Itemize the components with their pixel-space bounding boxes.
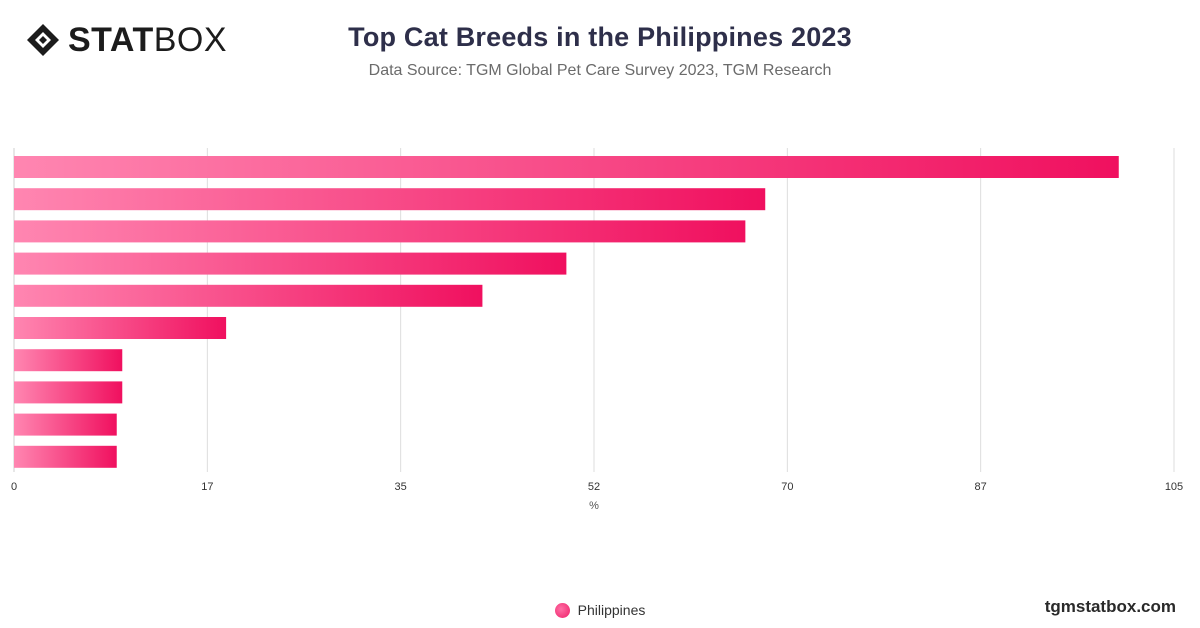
x-tick-label: 52 <box>588 481 600 493</box>
logo-text-light: BOX <box>153 21 228 59</box>
bar-philippines[interactable] <box>14 156 1119 178</box>
x-tick-label: 17 <box>201 481 213 493</box>
x-tick-label: 87 <box>975 481 987 493</box>
bar-philippines[interactable] <box>14 220 746 243</box>
x-tick-label: 70 <box>781 481 793 493</box>
legend[interactable]: Philippines <box>0 602 1200 618</box>
bar-philippines[interactable] <box>14 413 117 436</box>
x-axis-ticks: 0 17 35 52 70 87 105 <box>11 481 1183 493</box>
statbox-diamond-icon <box>27 24 59 56</box>
x-axis-label: % <box>589 500 599 512</box>
bar-philippines[interactable] <box>14 349 123 372</box>
bar-philippines[interactable] <box>14 445 117 468</box>
footer-brand: tgmstatbox.com <box>1044 597 1176 616</box>
logo-text-bold: STAT <box>68 21 154 59</box>
statbox-logo: STATBOX <box>26 22 227 58</box>
legend-marker-philippines <box>554 602 570 618</box>
chart-subtitle: Data Source: TGM Global Pet Care Survey … <box>368 62 832 79</box>
bar-philippines[interactable] <box>14 284 483 307</box>
bars <box>14 156 1119 468</box>
legend-label-philippines: Philippines <box>577 602 646 618</box>
bar-philippines[interactable] <box>14 317 227 339</box>
x-tick-label: 105 <box>1165 481 1183 493</box>
bar-philippines[interactable] <box>14 252 567 275</box>
x-tick-label: 35 <box>395 481 407 493</box>
x-tick-label: 0 <box>11 481 17 493</box>
bar-philippines[interactable] <box>14 381 123 404</box>
chart-title: Top Cat Breeds in the Philippines 2023 <box>348 22 852 52</box>
logo-wordmark: STATBOX <box>68 23 227 57</box>
bar-philippines[interactable] <box>14 188 766 211</box>
